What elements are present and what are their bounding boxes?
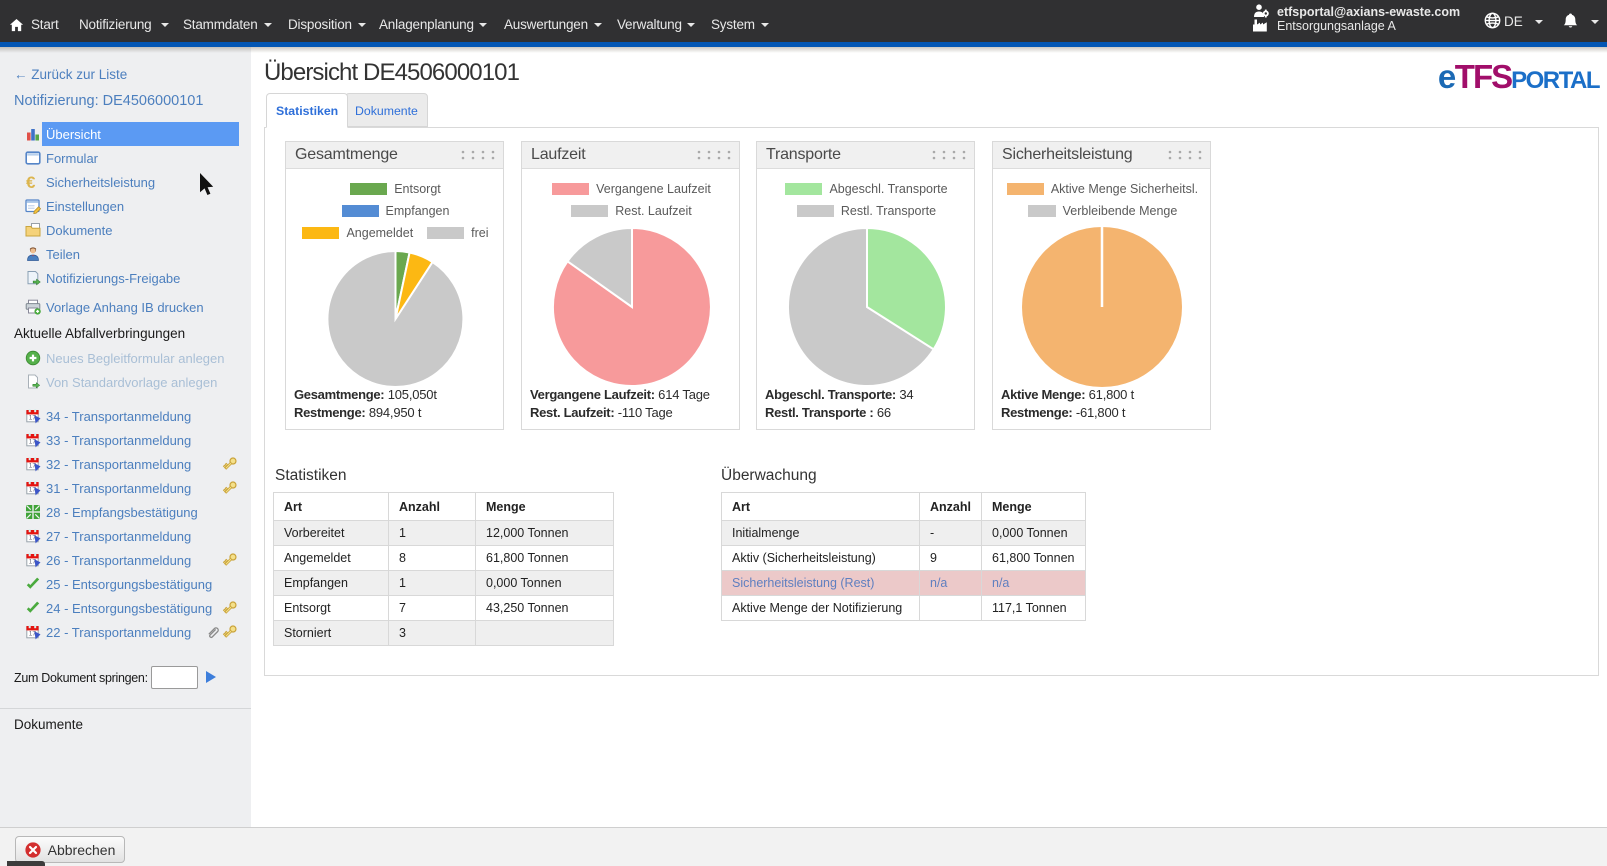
svg-text:17: 17 bbox=[29, 463, 37, 470]
svg-text:€: € bbox=[26, 174, 36, 190]
svg-text:17: 17 bbox=[29, 631, 37, 638]
svg-text:17: 17 bbox=[29, 487, 37, 494]
svg-text:17: 17 bbox=[29, 535, 37, 542]
svg-text:17: 17 bbox=[29, 439, 37, 446]
svg-text:17: 17 bbox=[29, 559, 37, 566]
svg-text:17: 17 bbox=[29, 415, 37, 422]
